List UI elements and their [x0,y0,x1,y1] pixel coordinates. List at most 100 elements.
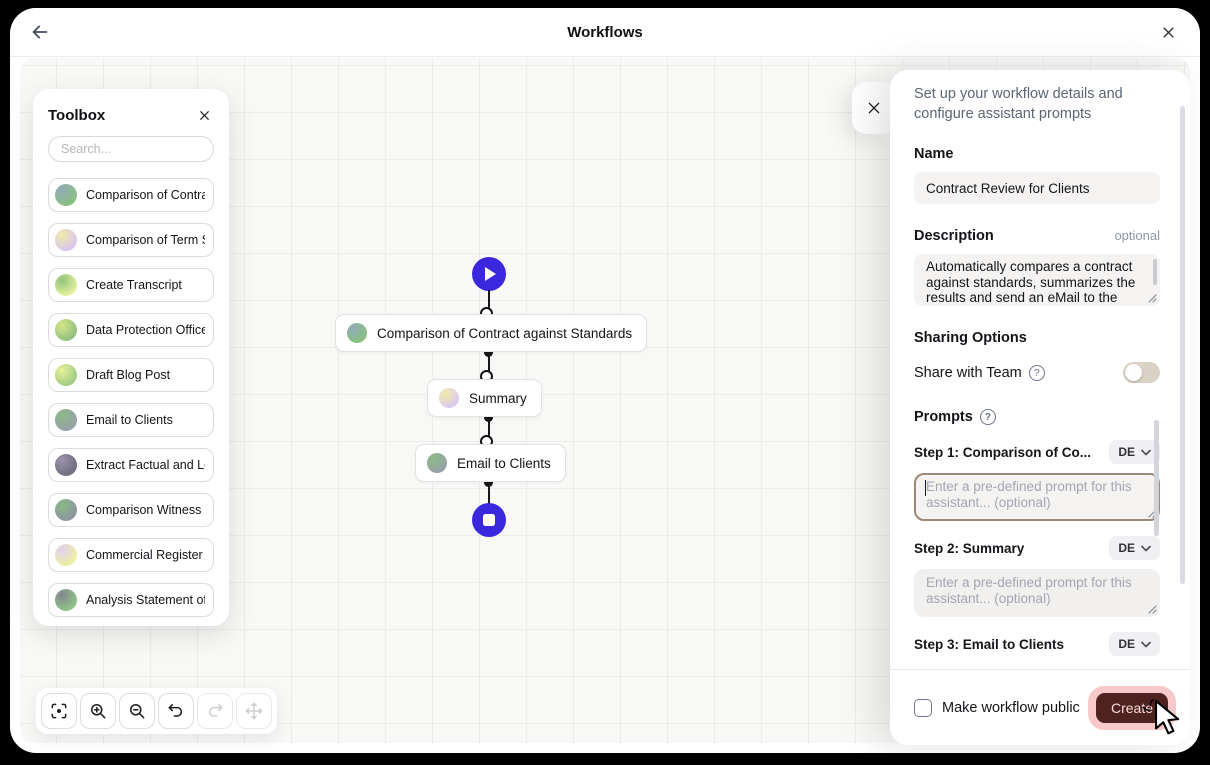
language-select[interactable]: DE [1109,632,1160,656]
zoom-in-button[interactable] [80,693,116,729]
workflow-start-node[interactable] [472,257,506,291]
toolbox-item[interactable]: Create Transcript [48,268,214,302]
toolbox-title: Toolbox [48,106,106,124]
stop-icon [483,514,495,526]
chevron-down-icon [1141,449,1151,455]
workflow-end-node[interactable] [472,503,506,537]
close-icon [199,110,209,120]
prompts-heading: Prompts [914,409,973,425]
create-button[interactable]: Create [1095,692,1168,723]
back-arrow-icon [32,25,48,39]
panel-footer: Make workflow public Create [890,669,1190,745]
workflow-step-card[interactable]: Summary [427,379,542,417]
workflow-description-textarea[interactable]: Automatically compares a contract agains… [914,254,1160,306]
close-icon [1163,27,1173,37]
back-button[interactable] [26,18,54,46]
make-public-checkbox[interactable] [914,698,932,717]
toolbox-item[interactable]: Commercial Register As... [48,538,214,572]
assistant-avatar-icon [55,319,77,341]
workflow-step-label: Summary [469,390,527,406]
toolbox-item-label: Comparison Witness Sta... [86,503,205,517]
help-icon[interactable]: ? [1028,364,1045,381]
workflow-edge [488,483,490,505]
toolbox-close-button[interactable] [194,105,214,125]
name-label: Name [914,146,954,162]
step-label: Step 3: Email to Clients [914,636,1065,652]
workflow-step-label: Email to Clients [457,455,551,471]
page-title: Workflows [567,23,643,41]
toolbox-item-label: Comparison of Contract ... [86,188,205,202]
workflow-step-card[interactable]: Email to Clients [415,444,566,482]
toolbox-item[interactable]: Draft Blog Post [48,358,214,392]
redo-button[interactable] [197,693,233,729]
textarea-scrollbar[interactable] [1153,259,1157,285]
workflow-edge [488,353,490,374]
fit-view-button[interactable] [41,693,77,729]
toolbox-item[interactable]: Comparison of Term Sh... [48,223,214,257]
panel-close-button[interactable] [852,82,896,134]
play-icon [485,267,496,281]
description-label: Description [914,228,994,244]
toolbox-item-label: Draft Blog Post [86,368,171,382]
share-with-team-label: Share with Team [914,364,1022,381]
undo-button[interactable] [158,693,194,729]
panel-scrollbar[interactable] [1180,106,1185,584]
help-icon[interactable]: ? [979,409,996,425]
zoom-out-button[interactable] [119,693,155,729]
workflow-details-panel: Set up your workflow details and configu… [890,70,1190,745]
assistant-avatar-icon [427,453,447,473]
resize-grip-icon[interactable] [1148,605,1157,614]
fit-view-icon [51,703,67,719]
language-value: DE [1118,445,1135,459]
workflow-step-card[interactable]: Comparison of Contract against Standards [335,314,648,352]
toolbox-item[interactable]: Comparison of Contract ... [48,178,214,212]
toolbox-item[interactable]: Email to Clients [48,403,214,437]
toolbox-item[interactable]: Comparison Witness Sta... [48,493,214,527]
step-prompt-textarea[interactable] [914,473,1160,521]
assistant-avatar-icon [55,589,77,611]
toolbox-item-list: Comparison of Contract ... Comparison of… [48,178,214,617]
assistant-avatar-icon [55,454,77,476]
toolbox-item-label: Extract Factual and Leg... [86,458,205,472]
toolbox-item[interactable]: Extract Factual and Leg... [48,448,214,482]
sharing-options-heading: Sharing Options [914,330,1027,346]
redo-icon [208,704,223,717]
toolbox-item-label: Analysis Statement of Cl... [86,593,205,607]
pan-button[interactable] [236,693,272,729]
toolbox-item-label: Commercial Register As... [86,548,205,562]
chevron-down-icon [1141,545,1151,551]
language-value: DE [1118,637,1135,651]
toolbox-panel: Toolbox Comparison of Contract ... Compa… [33,89,229,626]
node-output-port[interactable] [484,478,493,487]
node-output-port[interactable] [484,413,493,422]
toolbox-item[interactable]: Data Protection Officer [48,313,214,347]
toolbox-item[interactable]: Analysis Statement of Cl... [48,583,214,617]
language-value: DE [1118,541,1135,555]
toolbox-item-label: Data Protection Officer [86,323,205,337]
panel-subtitle: Set up your workflow details and configu… [914,86,1123,122]
close-icon [868,102,880,114]
assistant-avatar-icon [55,274,77,296]
prompt-step: Step 2: Summary DE [914,535,1160,617]
assistant-avatar-icon [55,184,77,206]
share-with-team-toggle[interactable] [1123,362,1160,383]
toolbox-item-label: Create Transcript [86,278,182,292]
chevron-down-icon [1141,641,1151,647]
workflow-name-input[interactable] [914,172,1160,204]
resize-grip-icon[interactable] [1148,294,1157,303]
language-select[interactable]: DE [1109,440,1160,464]
step-prompt-textarea[interactable] [914,569,1160,617]
toolbox-item-label: Email to Clients [86,413,173,427]
assistant-avatar-icon [55,229,77,251]
node-output-port[interactable] [484,348,493,357]
toolbox-item-label: Comparison of Term Sh... [86,233,205,247]
window-close-button[interactable] [1154,18,1182,46]
app-header: Workflows [10,8,1200,57]
canvas-toolbar [36,688,277,734]
toolbox-search-input[interactable] [48,136,214,162]
optional-hint: optional [1114,228,1160,243]
language-select[interactable]: DE [1109,536,1160,560]
make-public-label: Make workflow public [942,699,1080,716]
prompts-scrollbar[interactable] [1154,420,1159,536]
